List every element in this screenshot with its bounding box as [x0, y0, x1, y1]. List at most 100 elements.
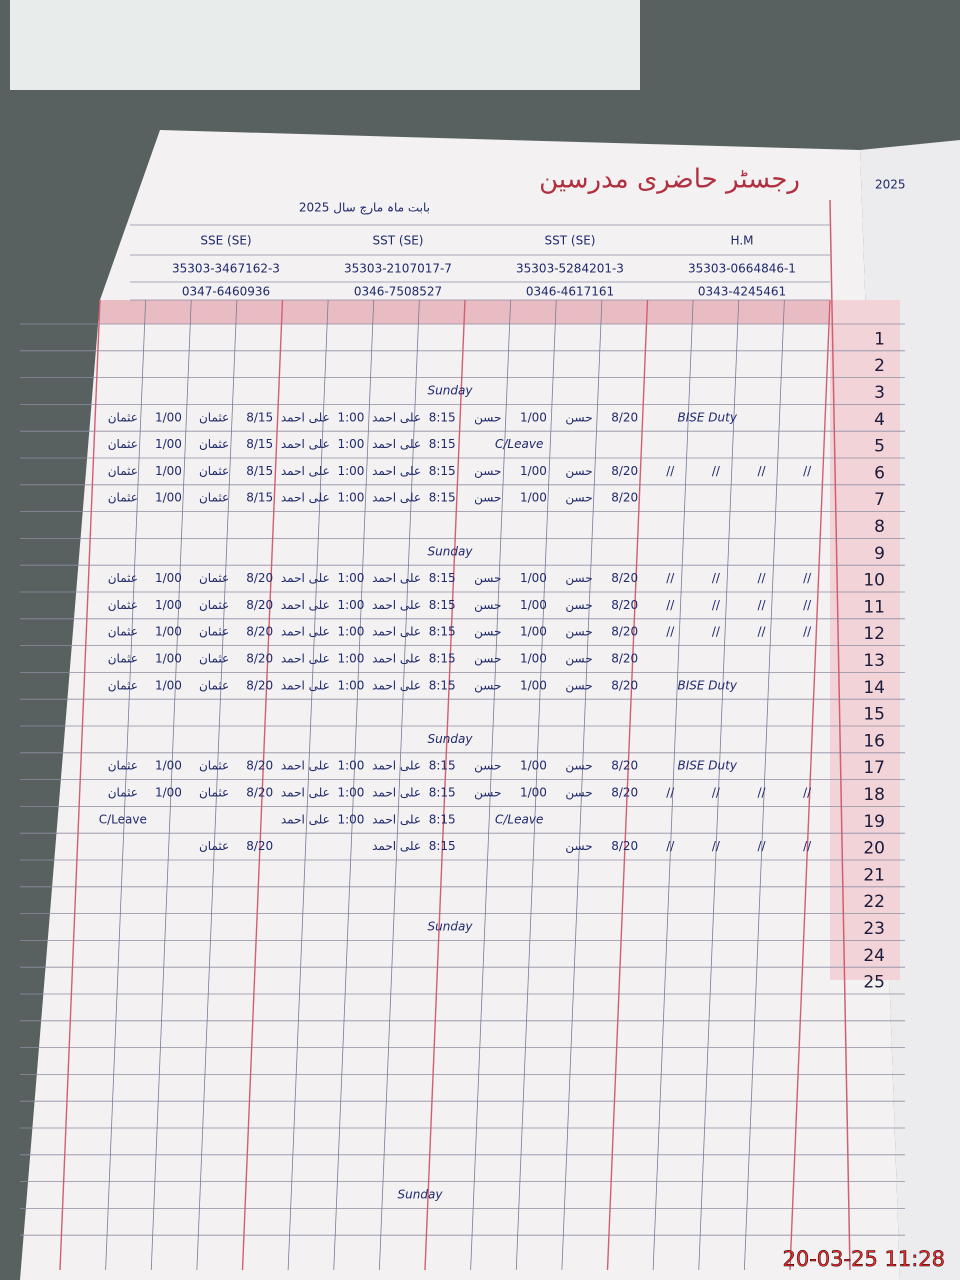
- attendance-entry: 8:15: [429, 839, 456, 853]
- teacher-cnic: 35303-0664846-1: [688, 262, 796, 276]
- attendance-entry: عثمان: [108, 652, 138, 666]
- attendance-entry: 8/20: [246, 678, 273, 692]
- attendance-entry: 1:00: [337, 437, 364, 451]
- attendance-entry: 8/20: [611, 571, 638, 585]
- attendance-entry: علی احمد: [281, 464, 330, 478]
- attendance-entry: 1/00: [520, 571, 547, 585]
- attendance-entry: 1/00: [520, 491, 547, 505]
- attendance-entry: 8:15: [429, 759, 456, 773]
- attendance-entry: 1/00: [520, 786, 547, 800]
- row-number: 18: [863, 785, 885, 805]
- attendance-entry: 1:00: [337, 410, 364, 424]
- column-rule: [59, 299, 101, 1271]
- attendance-entry: حسن: [474, 464, 501, 479]
- attendance-entry: 8/20: [246, 598, 273, 612]
- attendance-entry: 1:00: [337, 598, 364, 612]
- attendance-entry: علی احمد: [372, 678, 421, 692]
- teacher-designation: SSE (SE): [200, 234, 251, 248]
- column-rule: [287, 299, 329, 1271]
- attendance-entry: عثمان: [108, 571, 138, 585]
- attendance-entry: علی احمد: [372, 571, 421, 585]
- attendance-entry: 8:15: [429, 571, 456, 585]
- month-line: بابت ماہ مارچ سال 2025: [299, 201, 430, 216]
- attendance-entry: 1/00: [155, 598, 182, 612]
- attendance-entry: عثمان: [199, 786, 229, 800]
- row-note: BISE Duty: [678, 410, 738, 424]
- attendance-entry: //: [758, 839, 767, 853]
- attendance-entry: علی احمد: [281, 598, 330, 612]
- attendance-entry: علی احمد: [281, 491, 330, 505]
- teacher-designation: H.M: [731, 234, 754, 248]
- attendance-entry: 8/20: [611, 491, 638, 505]
- attendance-entry: 8:15: [429, 410, 456, 424]
- attendance-entry: 8:15: [429, 678, 456, 692]
- attendance-entry: حسن: [565, 464, 592, 479]
- attendance-entry: حسن: [474, 678, 501, 693]
- row-number: 2: [874, 356, 885, 376]
- column-rule: [196, 299, 238, 1271]
- attendance-entry: حسن: [565, 786, 592, 801]
- row-note: BISE Duty: [678, 759, 738, 773]
- attendance-entry: //: [666, 464, 675, 478]
- attendance-entry: 1:00: [337, 571, 364, 585]
- attendance-entry: C/Leave: [99, 812, 147, 826]
- attendance-entry: علی احمد: [372, 786, 421, 800]
- attendance-entry: 8/20: [611, 652, 638, 666]
- teacher-phone: 0346-7508527: [354, 285, 442, 299]
- attendance-entry: //: [712, 571, 721, 585]
- number-column: [830, 300, 900, 980]
- attendance-entry: 8/15: [246, 437, 273, 451]
- column-rule: [789, 299, 831, 1271]
- attendance-entry: //: [712, 464, 721, 478]
- row-number: 17: [863, 758, 885, 778]
- column-rule: [105, 299, 147, 1271]
- attendance-entry: 1/00: [155, 678, 182, 692]
- attendance-entry: 1:00: [337, 652, 364, 666]
- attendance-entry: //: [666, 786, 675, 800]
- attendance-entry: //: [666, 625, 675, 639]
- teacher-cnic: 35303-5284201-3: [516, 262, 624, 276]
- attendance-entry: 1/00: [520, 678, 547, 692]
- attendance-entry: //: [758, 571, 767, 585]
- attendance-entry: علی احمد: [281, 571, 330, 585]
- row-number: 10: [863, 571, 885, 591]
- attendance-entry: حسن: [474, 625, 501, 640]
- attendance-entry: حسن: [474, 786, 501, 801]
- ruled-grid: [20, 199, 905, 1271]
- attendance-entry: علی احمد: [281, 652, 330, 666]
- attendance-entry: عثمان: [199, 571, 229, 585]
- register-page: [20, 130, 900, 1280]
- attendance-entry: 1:00: [337, 812, 364, 826]
- attendance-entry: 1/00: [155, 464, 182, 478]
- teacher-phone: 0343-4245461: [698, 285, 786, 299]
- row-number: 13: [863, 651, 885, 671]
- row-note: Sunday: [428, 920, 474, 934]
- attendance-entry: عثمان: [108, 759, 138, 773]
- row-number: 21: [863, 865, 885, 885]
- attendance-entry: عثمان: [199, 464, 229, 478]
- attendance-entry: 8:15: [429, 625, 456, 639]
- column-rule: [698, 299, 740, 1271]
- register-title: رجسٹر حاضری مدرسین: [539, 165, 800, 195]
- attendance-entry: //: [666, 571, 675, 585]
- attendance-entry: حسن: [565, 571, 592, 586]
- attendance-entry: حسن: [565, 678, 592, 693]
- column-rule: [150, 299, 192, 1271]
- attendance-entry: 8/20: [611, 464, 638, 478]
- attendance-entry: عثمان: [108, 598, 138, 612]
- attendance-entry: علی احمد: [372, 759, 421, 773]
- row-number: 16: [863, 731, 885, 751]
- attendance-entry: 8:15: [429, 812, 456, 826]
- attendance-entry: 8:15: [429, 786, 456, 800]
- attendance-entry: 8/20: [246, 571, 273, 585]
- attendance-entry: عثمان: [108, 437, 138, 451]
- row-note: Sunday: [428, 384, 474, 398]
- attendance-entry: 1/00: [155, 571, 182, 585]
- attendance-entry: عثمان: [199, 678, 229, 692]
- attendance-entry: 1/00: [520, 464, 547, 478]
- attendance-entry: 8/20: [246, 625, 273, 639]
- column-rule: [470, 299, 512, 1271]
- row-number: 20: [863, 839, 885, 859]
- column-rule: [652, 299, 694, 1271]
- attendance-entry: 1:00: [337, 464, 364, 478]
